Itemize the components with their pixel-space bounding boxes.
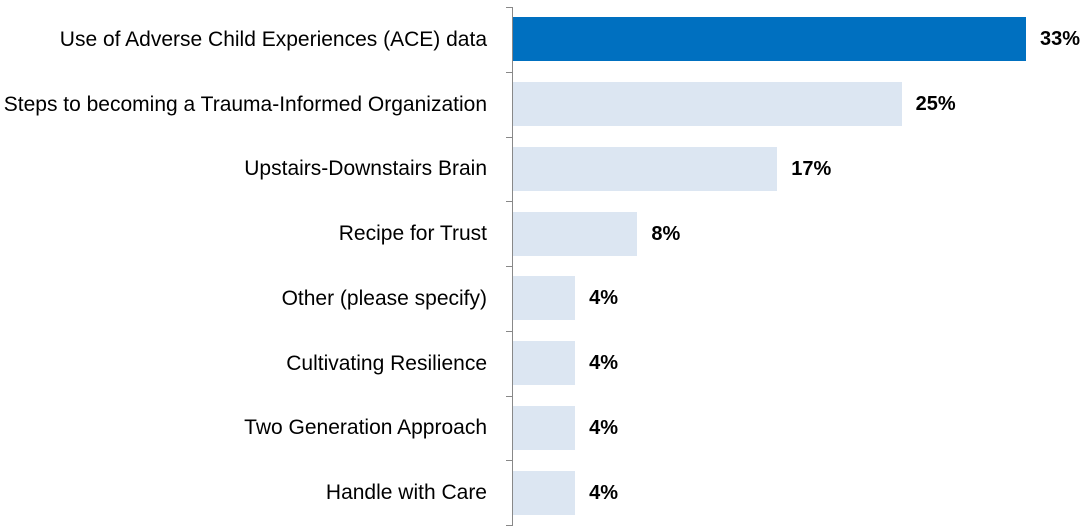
- value-label: 17%: [791, 157, 832, 180]
- category-label: Upstairs-Downstairs Brain: [244, 157, 487, 181]
- value-label: 8%: [651, 222, 681, 245]
- category-label: Cultivating Resilience: [286, 351, 487, 375]
- category-label: Recipe for Trust: [338, 222, 487, 246]
- axis-tick: [506, 71, 513, 73]
- axis-tick: [506, 330, 513, 332]
- value-label: 4%: [589, 481, 619, 504]
- axis-tick: [506, 395, 513, 397]
- axis-tick: [506, 136, 513, 138]
- axis-tick: [506, 525, 513, 526]
- axis-tick: [506, 460, 513, 462]
- value-label: 4%: [589, 287, 619, 310]
- value-label: 33%: [1040, 28, 1081, 51]
- bar: [513, 470, 576, 515]
- category-label: Two Generation Approach: [244, 416, 487, 440]
- axis-tick: [506, 7, 513, 8]
- value-label: 25%: [915, 93, 956, 116]
- bar: [513, 82, 902, 127]
- category-label: Steps to becoming a Trauma-Informed Orga…: [3, 92, 487, 116]
- bar: [513, 146, 778, 191]
- value-label: 4%: [589, 352, 619, 375]
- bar: [513, 405, 576, 450]
- category-label: Handle with Care: [325, 481, 487, 505]
- bar: [513, 276, 576, 321]
- bar: [513, 211, 638, 256]
- bar: [513, 341, 576, 386]
- axis-tick: [506, 266, 513, 267]
- bar: [513, 17, 1026, 62]
- axis-tick: [506, 201, 513, 203]
- value-label: 4%: [589, 416, 619, 439]
- category-label: Other (please specify): [281, 286, 487, 310]
- category-label: Use of Adverse Child Experiences (ACE) d…: [59, 27, 487, 51]
